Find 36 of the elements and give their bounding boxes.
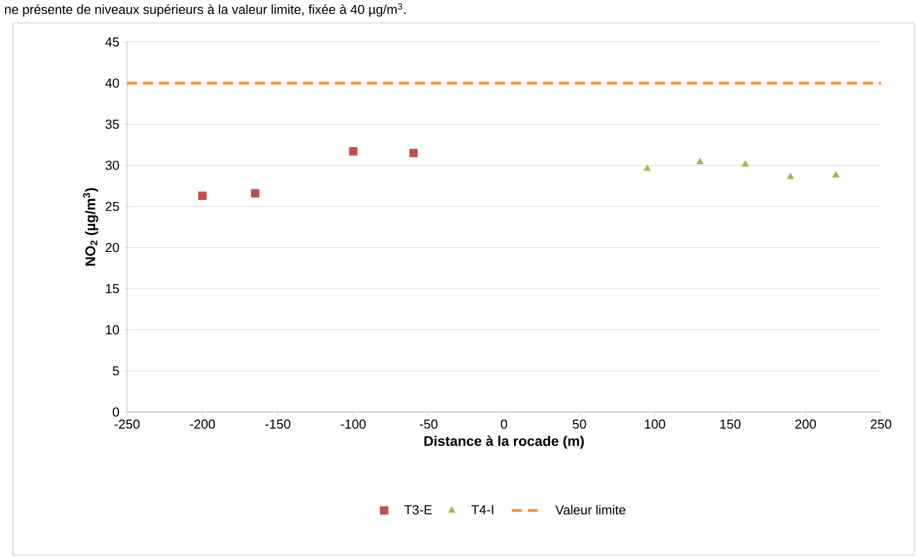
x-tick-label: 200 <box>795 420 816 429</box>
point <box>696 158 704 164</box>
x-tick-label: 250 <box>870 420 892 429</box>
point <box>832 170 840 178</box>
y-tick-label: 0 <box>112 407 119 417</box>
x-tick-label: -100 <box>340 420 366 429</box>
point <box>349 147 358 156</box>
y-tick-label: 40 <box>105 78 119 88</box>
y-tick-label: 15 <box>106 284 119 294</box>
x-tick-label: -150 <box>265 420 290 429</box>
x-tick-label: -200 <box>190 420 215 429</box>
legend-label: Valeur limite <box>555 504 626 515</box>
legend-label: T4-I <box>472 505 494 514</box>
y-tick-label: 5 <box>112 366 119 376</box>
y-tick-label: 30 <box>106 160 119 170</box>
y-tick-label: 10 <box>106 325 119 334</box>
x-tick-label: -250 <box>114 420 140 429</box>
point <box>409 148 418 158</box>
x-tick-label: 150 <box>720 420 741 429</box>
legend-label: T3-E <box>404 505 432 514</box>
y-axis-title: NO$_{2}$ (µg/m$^{3}$) <box>83 188 98 266</box>
point <box>250 189 260 198</box>
x-tick-label: 0 <box>500 420 508 429</box>
point <box>644 164 651 171</box>
x-tick-label: 100 <box>644 420 666 429</box>
point <box>198 192 207 200</box>
x-axis-title: Distance à la rocade (m) <box>424 436 584 449</box>
y-tick-label: 20 <box>106 242 119 252</box>
y-tick-label: 25 <box>106 202 119 212</box>
point <box>786 172 794 180</box>
x-tick-label: 50 <box>572 420 586 429</box>
point <box>742 160 749 167</box>
x-tick-label: -50 <box>420 420 438 429</box>
y-tick-label: 45 <box>105 37 119 47</box>
y-tick-label: 35 <box>106 120 119 129</box>
text: ne présente de niveaux supérieurs à la valeur limite, fixée à 40 µg/m$^{3}$. <box>5 3 406 17</box>
